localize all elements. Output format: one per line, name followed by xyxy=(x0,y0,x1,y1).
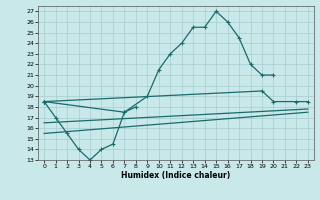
X-axis label: Humidex (Indice chaleur): Humidex (Indice chaleur) xyxy=(121,171,231,180)
